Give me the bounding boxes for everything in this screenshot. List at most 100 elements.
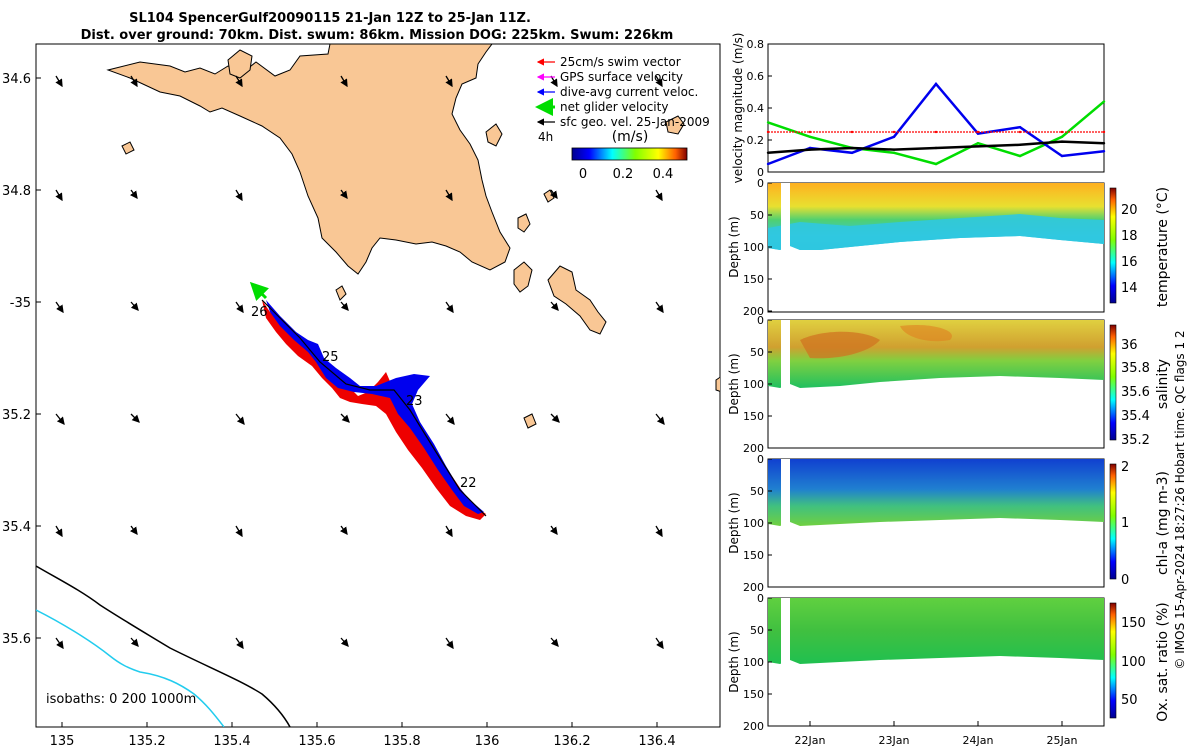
depth-ylabel: Depth (m): [727, 492, 741, 553]
chla-cblabel: chl-a (mg m-3): [1155, 471, 1171, 575]
velocity-point: [808, 148, 812, 151]
salinity-gap: [781, 320, 790, 390]
colorbar-tick: 0.4: [653, 167, 674, 182]
chla-cbtick: 0: [1121, 573, 1129, 588]
velocity-point: [892, 130, 896, 134]
speed-colorbar: [571, 147, 688, 161]
legend-swim-vector-label: 25cm/s swim vector: [560, 55, 681, 69]
sfc-velocity-arrow: [445, 301, 454, 314]
land-island: [547, 265, 607, 335]
salinity-colorbar: [1109, 324, 1117, 441]
oxygen-cbtick: 100: [1121, 655, 1146, 670]
velocity-point: [850, 146, 854, 150]
depth-tick-label: 150: [743, 549, 764, 562]
depth-tick-label: 100: [743, 378, 764, 391]
isobath-legend: isobaths: 0 200 1000m: [46, 692, 196, 707]
velocity-point: [1018, 154, 1022, 158]
land-island: [227, 49, 253, 79]
velocity-point: [808, 135, 812, 138]
sfc-velocity-arrow: [655, 75, 663, 88]
sfc-velocity-arrow: [340, 301, 349, 311]
velocity-point: [1060, 130, 1064, 134]
velocity-point: [976, 142, 980, 145]
velocity-point: [934, 82, 938, 86]
sfc-velocity-arrow: [340, 413, 350, 423]
chla-panel: 0 1 2 chl-a (mg m-3): [767, 458, 1171, 588]
sfc-velocity-arrow: [655, 637, 664, 650]
sfc-velocity-arrow: [549, 525, 558, 536]
depth-tick-label: 50: [750, 485, 764, 498]
sfc-velocity-arrow: [339, 525, 348, 536]
sfc-velocity-arrow: [445, 637, 454, 650]
sfc-velocity-arrow: [340, 637, 349, 647]
velocity-point: [934, 146, 938, 150]
velocity-point: [934, 162, 938, 166]
isobath-0m: [36, 565, 291, 727]
velocity-series: [766, 82, 1106, 166]
land-island: [513, 261, 533, 293]
oxygen-cblabel: Ox. sat. ratio (%): [1155, 602, 1171, 721]
depth-tick-label: 150: [743, 688, 764, 701]
sfc-velocity-arrow: [550, 301, 559, 311]
map-x-tick-label: 135.4: [213, 734, 250, 749]
map-x-tick-label: 135.2: [128, 734, 165, 749]
sfc-velocity-arrow: [129, 525, 138, 536]
salinity-cbtick: 35.4: [1121, 409, 1150, 424]
temperature-panel: 14 16 18 20 temperature (°C): [767, 182, 1171, 313]
depth-tick-label: 50: [750, 209, 764, 222]
chla-colorbar: [1109, 463, 1117, 580]
depth-ylabel: Depth (m): [727, 631, 741, 692]
map-x-tick-label: 136: [475, 734, 500, 749]
salinity-cbtick: 36: [1121, 338, 1138, 353]
sfc-velocity-arrow: [130, 75, 138, 88]
track-label: 25: [322, 350, 339, 365]
velocity-point: [766, 162, 770, 166]
velocity-point: [766, 121, 770, 124]
depth-tick-label: 150: [743, 273, 764, 286]
oxygen-gap: [781, 598, 790, 668]
velocity-point: [1018, 126, 1022, 129]
velocity-panel: 0 0.2 0.4 0.6 0.8 velocity magnitude (m/s): [731, 33, 1106, 183]
depth-panels: 14 16 18 20 temperature (°C) 35.2 35.4 3…: [767, 182, 1171, 727]
temperature-cbtick: 18: [1121, 229, 1138, 244]
salinity-high-patch: [900, 324, 952, 342]
map-y-tick-label: 35.6: [2, 632, 31, 647]
sfc-velocity-arrow: [655, 413, 665, 426]
velocity-point: [1060, 140, 1064, 143]
sfc-velocity-arrow: [655, 525, 663, 538]
map-x-axis: 135 135.2 135.4 135.6 135.8 136 136.2 136.4: [50, 722, 676, 749]
velocity-point: [976, 130, 980, 134]
velocity-y-tick-label: 0.6: [747, 70, 765, 83]
depth-tick-label: 0: [757, 453, 764, 466]
salinity-high-patch: [800, 331, 880, 359]
map-y-tick-label: 34.6: [2, 72, 31, 87]
copyright-footer: © IMOS 15-Apr-2024 18:27:26 Hobart time.…: [1173, 330, 1187, 669]
land-island: [523, 413, 537, 429]
chla-cbtick: 2: [1121, 460, 1129, 475]
track-label: 23: [406, 394, 423, 409]
land-island: [121, 141, 135, 155]
velocity-point: [1060, 135, 1064, 138]
colorbar-tick: 0: [579, 167, 587, 182]
map-x-tick-label: 135.8: [383, 734, 420, 749]
sfc-velocity-arrow: [130, 413, 140, 423]
map-x-tick-label: 135: [50, 734, 75, 749]
temperature-cbtick: 14: [1121, 281, 1138, 296]
map-x-tick-label: 135.6: [298, 734, 335, 749]
colorbar-unit: (m/s): [612, 129, 649, 145]
temperature-cold-layer: [768, 214, 1104, 250]
velocity-point: [766, 130, 770, 134]
sfc-velocity-arrow: [130, 301, 139, 311]
sfc-velocity-arrow: [55, 525, 63, 538]
sfc-velocity-arrow: [655, 189, 663, 202]
time-tick-label: 24Jan: [963, 734, 994, 747]
velocity-point: [892, 151, 896, 154]
map-x-tick-label: 136.2: [553, 734, 590, 749]
oxygen-colorbar: [1109, 602, 1117, 719]
chla-gap: [781, 459, 790, 529]
map-y-tick-label: 35.2: [2, 408, 31, 423]
track-centerline: [261, 299, 487, 517]
legend-current-label: dive-avg current veloc.: [560, 85, 698, 99]
salinity-cbtick: 35.6: [1121, 385, 1150, 400]
